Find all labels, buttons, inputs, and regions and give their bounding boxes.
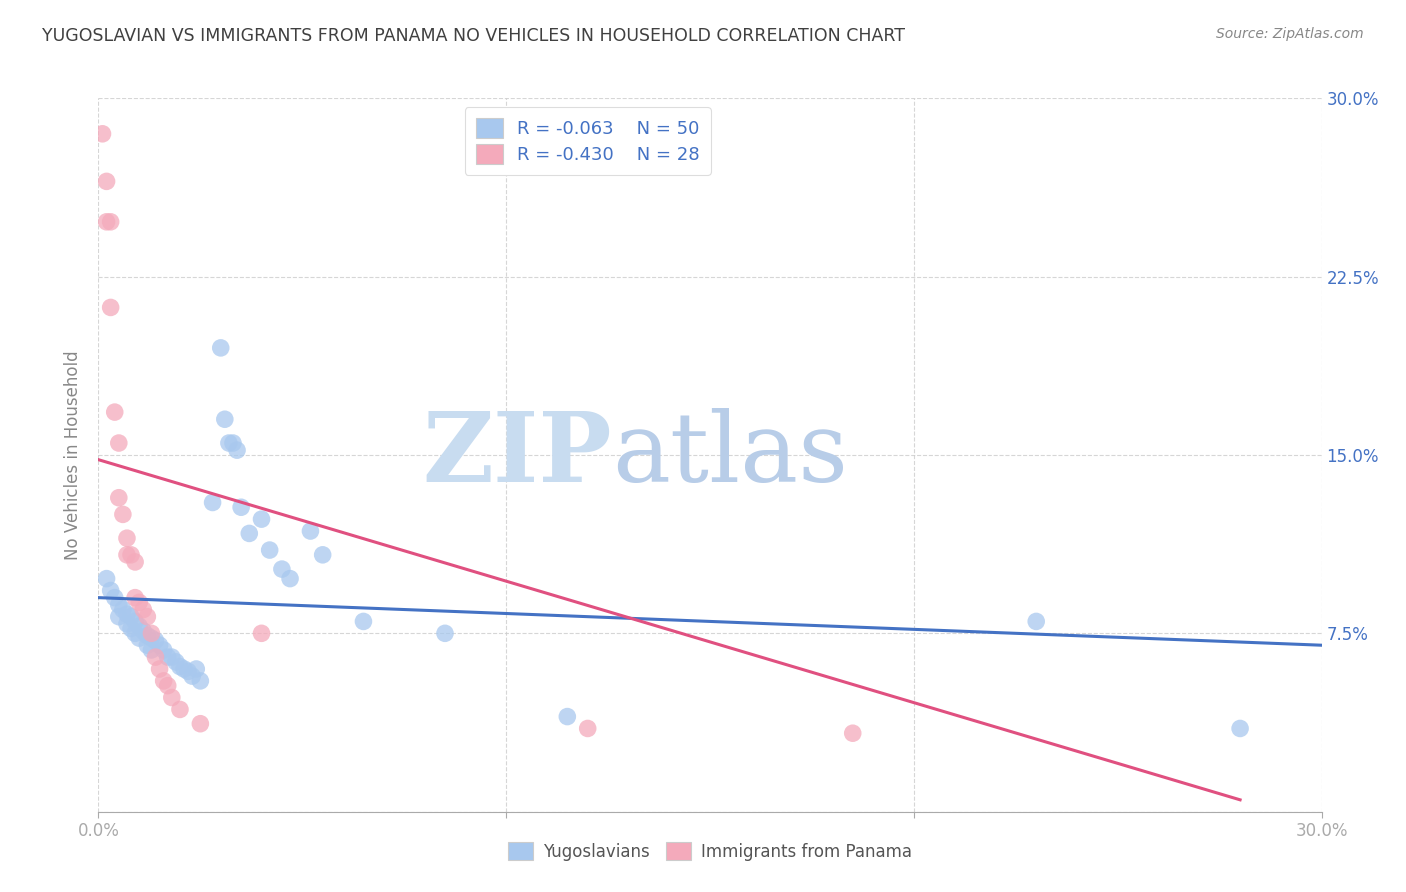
Point: [128, 631, 150, 645]
Point: [104, 405, 127, 419]
Point: [169, 659, 191, 673]
Point: [128, 619, 150, 633]
Point: [132, 602, 155, 616]
Point: [299, 524, 322, 538]
Point: [312, 548, 335, 562]
Point: [156, 679, 179, 693]
Text: Source: ZipAtlas.com: Source: ZipAtlas.com: [1216, 27, 1364, 41]
Point: [1229, 722, 1251, 736]
Point: [214, 412, 236, 426]
Point: [222, 436, 245, 450]
Point: [186, 662, 208, 676]
Point: [231, 500, 253, 515]
Point: [100, 583, 122, 598]
Point: [132, 624, 155, 638]
Point: [111, 602, 134, 616]
Point: [177, 665, 200, 679]
Point: [124, 555, 146, 569]
Point: [278, 572, 301, 586]
Point: [557, 709, 579, 723]
Point: [136, 629, 159, 643]
Point: [124, 591, 146, 605]
Point: [250, 512, 273, 526]
Text: YUGOSLAVIAN VS IMMIGRANTS FROM PANAMA NO VEHICLES IN HOUSEHOLD CORRELATION CHART: YUGOSLAVIAN VS IMMIGRANTS FROM PANAMA NO…: [42, 27, 905, 45]
Point: [160, 650, 183, 665]
Point: [115, 548, 138, 562]
Point: [188, 673, 212, 688]
Point: [152, 643, 174, 657]
Point: [128, 595, 150, 609]
Point: [136, 638, 159, 652]
Point: [160, 690, 183, 705]
Point: [141, 643, 163, 657]
Point: [111, 508, 134, 522]
Point: [115, 616, 138, 631]
Point: [181, 669, 204, 683]
Point: [108, 598, 131, 612]
Point: [270, 562, 294, 576]
Point: [145, 633, 167, 648]
Point: [152, 673, 174, 688]
Point: [173, 662, 195, 676]
Point: [1025, 615, 1047, 629]
Point: [218, 436, 240, 450]
Point: [136, 609, 159, 624]
Point: [169, 702, 191, 716]
Point: [250, 626, 273, 640]
Point: [108, 436, 131, 450]
Point: [108, 609, 131, 624]
Point: [96, 174, 118, 188]
Point: [226, 443, 249, 458]
Point: [201, 495, 224, 509]
Point: [104, 591, 127, 605]
Point: [149, 662, 172, 676]
Point: [120, 609, 142, 624]
Point: [120, 548, 142, 562]
Point: [165, 655, 187, 669]
Point: [259, 543, 281, 558]
Point: [96, 215, 118, 229]
Point: [156, 650, 179, 665]
Point: [108, 491, 131, 505]
Point: [124, 626, 146, 640]
Point: [100, 301, 122, 315]
Text: atlas: atlas: [612, 408, 848, 502]
Point: [115, 531, 138, 545]
Point: [238, 526, 260, 541]
Point: [120, 622, 142, 636]
Point: [115, 607, 138, 622]
Point: [209, 341, 232, 355]
Legend: Yugoslavians, Immigrants from Panama: Yugoslavians, Immigrants from Panama: [501, 836, 920, 868]
Point: [434, 626, 457, 640]
Point: [145, 650, 167, 665]
Point: [124, 615, 146, 629]
Y-axis label: No Vehicles in Household: No Vehicles in Household: [65, 350, 83, 560]
Point: [91, 127, 114, 141]
Point: [141, 626, 163, 640]
Point: [576, 722, 599, 736]
Point: [100, 215, 122, 229]
Point: [96, 572, 118, 586]
Point: [141, 631, 163, 645]
Point: [352, 615, 374, 629]
Point: [188, 716, 212, 731]
Point: [841, 726, 863, 740]
Point: [149, 638, 172, 652]
Text: ZIP: ZIP: [423, 408, 612, 502]
